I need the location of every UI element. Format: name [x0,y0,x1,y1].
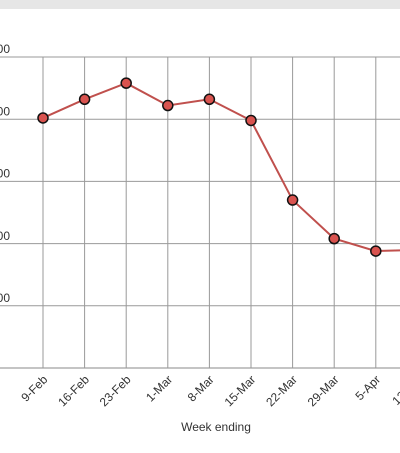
line [42,82,400,253]
point [328,232,340,245]
top-bar [0,0,400,9]
y-tick-label: 1,500 [0,167,10,181]
x-tick-label: 8-Mar [185,372,217,404]
x-tick-label: 15-Mar [222,372,259,409]
point [245,114,257,127]
x-tick-label: 29-Mar [305,372,342,409]
x-tick-label: 12-Apr [389,372,400,407]
x-tick-label: 23-Feb [97,372,134,409]
x-tick-label: 1-Mar [143,372,175,404]
x-axis-title: Week ending [181,420,251,434]
point [162,99,174,112]
point [203,93,216,106]
point [37,112,49,124]
x-tick-label: 9-Feb [18,372,50,404]
x-tick-label: 16-Feb [55,372,92,409]
x-tick-label: 5-Apr [353,372,384,403]
point [120,77,132,89]
y-tick-label: 2,500 [0,42,10,56]
x-tick-label: 22-Mar [263,372,300,409]
y-tick-label: 1,000 [0,229,10,243]
point [370,245,382,257]
point [286,194,299,206]
point [78,93,91,106]
y-tick-label: 2,000 [0,104,10,118]
y-tick-label: 500 [0,291,10,305]
